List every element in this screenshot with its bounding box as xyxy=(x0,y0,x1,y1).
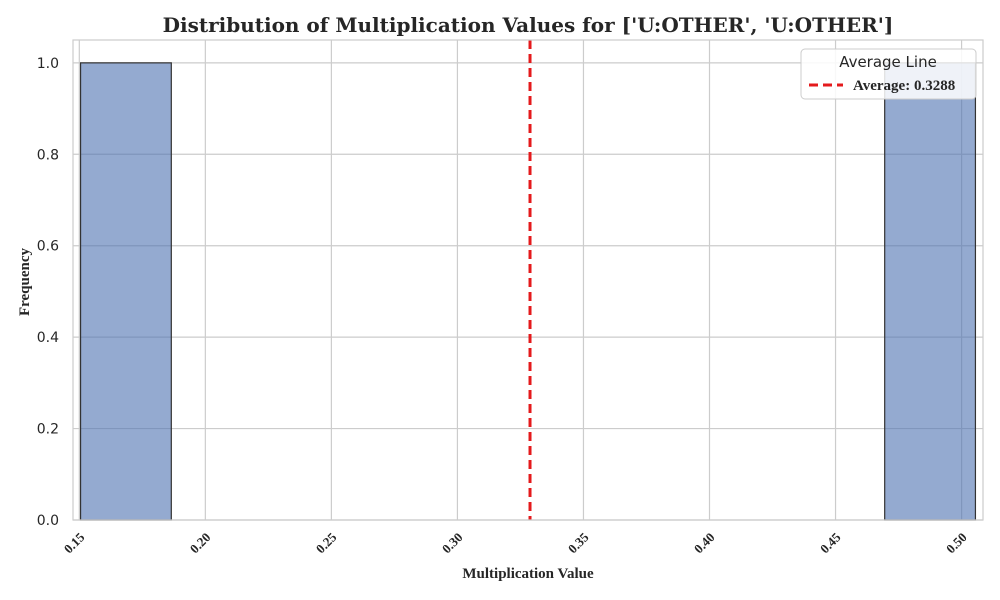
y-tick-label: 0.0 xyxy=(37,513,59,529)
x-tick-label: 0.30 xyxy=(439,530,466,557)
legend-box xyxy=(800,48,977,100)
x-tick-label: 0.15 xyxy=(61,529,88,556)
y-tick-label: 0.6 xyxy=(37,239,59,255)
x-axis-ticks: 0.15 0.20 0.25 0.30 0.35 0.40 0.45 0.50 xyxy=(61,529,970,556)
y-tick-label: 0.2 xyxy=(37,422,59,438)
x-tick-label: 0.45 xyxy=(817,529,844,556)
plot-frame xyxy=(72,39,984,521)
legend-title: Average Line xyxy=(839,53,937,71)
x-tick-label: 0.25 xyxy=(313,529,340,556)
chart-title: Distribution of Multiplication Values fo… xyxy=(163,13,894,37)
y-tick-label: 0.8 xyxy=(37,147,59,163)
histogram-bar xyxy=(79,62,172,521)
x-axis-label: Multiplication Value xyxy=(462,566,594,582)
x-tick-label: 0.50 xyxy=(943,530,970,557)
x-tick-label: 0.35 xyxy=(565,529,592,556)
x-tick-label: 0.40 xyxy=(691,530,718,557)
y-axis-ticks: 0.0 0.2 0.4 0.6 0.8 1.0 xyxy=(37,56,59,529)
legend-label: Average: 0.3288 xyxy=(853,78,955,94)
y-tick-label: 1.0 xyxy=(37,56,59,72)
y-tick-label: 0.4 xyxy=(37,330,59,346)
x-tick-label: 0.20 xyxy=(187,530,214,557)
grid xyxy=(73,40,983,521)
histogram-bar xyxy=(884,62,977,521)
legend: Average Line Average: 0.3288 xyxy=(800,48,977,100)
bars xyxy=(79,62,977,521)
y-axis-label: Frequency xyxy=(17,247,33,316)
